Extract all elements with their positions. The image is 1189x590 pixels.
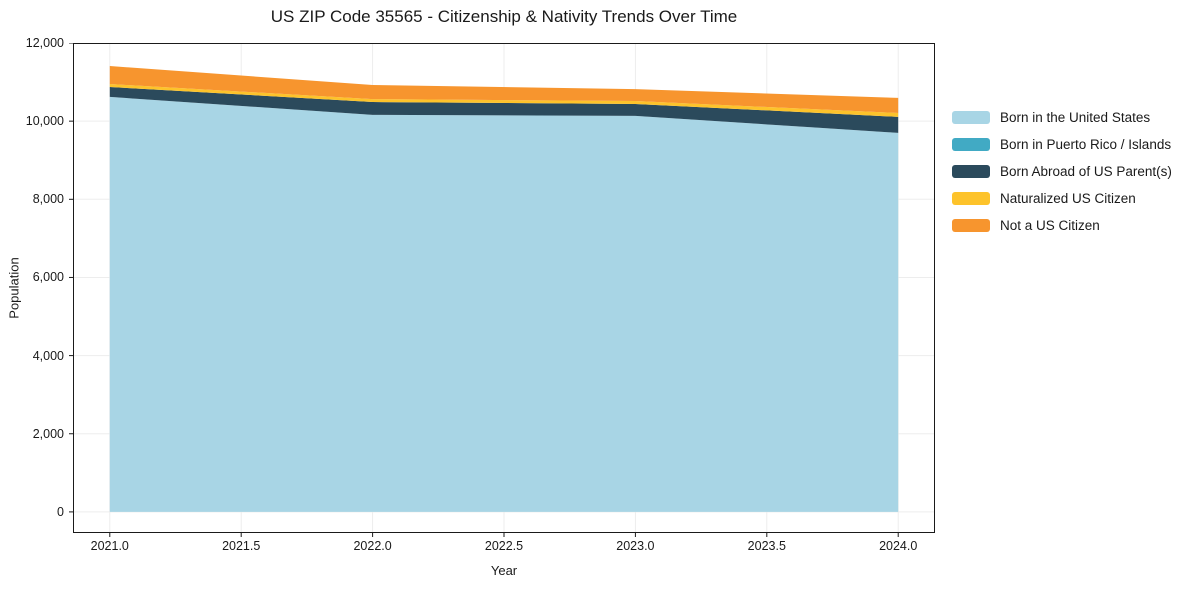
axes-spines xyxy=(73,43,935,533)
y-tick-label: 6,000 xyxy=(32,270,64,285)
y-tick-label: 10,000 xyxy=(25,114,64,129)
x-tick-label: 2023.0 xyxy=(616,539,655,553)
y-tick-label: 0 xyxy=(57,504,64,519)
y-tick-label: 12,000 xyxy=(25,36,64,50)
area-born-abroad-of-us-parent-s xyxy=(109,86,899,133)
x-tick-label: 2021.5 xyxy=(222,539,261,553)
x-tick-label: 2024.0 xyxy=(879,539,918,553)
area-not-a-us-citizen xyxy=(109,66,899,113)
legend-swatch-icon xyxy=(952,111,990,124)
legend-item-born-in-puerto-rico-islands: Born in Puerto Rico / Islands xyxy=(952,131,1172,158)
legend-label: Born Abroad of US Parent(s) xyxy=(1000,164,1172,179)
x-tick-label: 2022.5 xyxy=(484,539,524,553)
y-tick-label: 4,000 xyxy=(32,348,64,363)
y-tick-label: 2,000 xyxy=(32,426,64,441)
legend: Born in the United States Born in Puerto … xyxy=(952,104,1172,239)
x-tick-label: 2022.0 xyxy=(353,539,392,553)
x-axis-label: Year xyxy=(490,563,518,578)
y-tick-label: 8,000 xyxy=(32,192,64,207)
legend-item-naturalized-us-citizen: Naturalized US Citizen xyxy=(952,185,1172,212)
x-tick-label: 2023.5 xyxy=(747,539,786,553)
legend-label: Not a US Citizen xyxy=(1000,218,1100,233)
legend-label: Naturalized US Citizen xyxy=(1000,191,1136,206)
legend-swatch-icon xyxy=(952,192,990,205)
y-axis-label: Population xyxy=(6,257,22,319)
legend-label: Born in the United States xyxy=(1000,110,1151,125)
x-tick-label: 2021.0 xyxy=(90,539,129,553)
chart-title: US ZIP Code 35565 - Citizenship & Nativi… xyxy=(270,7,738,26)
area-born-in-the-united-states xyxy=(109,96,899,512)
legend-swatch-icon xyxy=(952,165,990,178)
legend-swatch-icon xyxy=(952,219,990,232)
legend-item-born-in-the-united-states: Born in the United States xyxy=(952,104,1172,131)
plot-area xyxy=(69,43,935,537)
legend-item-not-a-us-citizen: Not a US Citizen xyxy=(952,212,1172,239)
area-naturalized-us-citizen xyxy=(109,84,899,117)
legend-label: Born in Puerto Rico / Islands xyxy=(1000,137,1172,152)
legend-swatch-icon xyxy=(952,138,990,151)
legend-item-born-abroad-of-us-parent-s: Born Abroad of US Parent(s) xyxy=(952,158,1172,185)
